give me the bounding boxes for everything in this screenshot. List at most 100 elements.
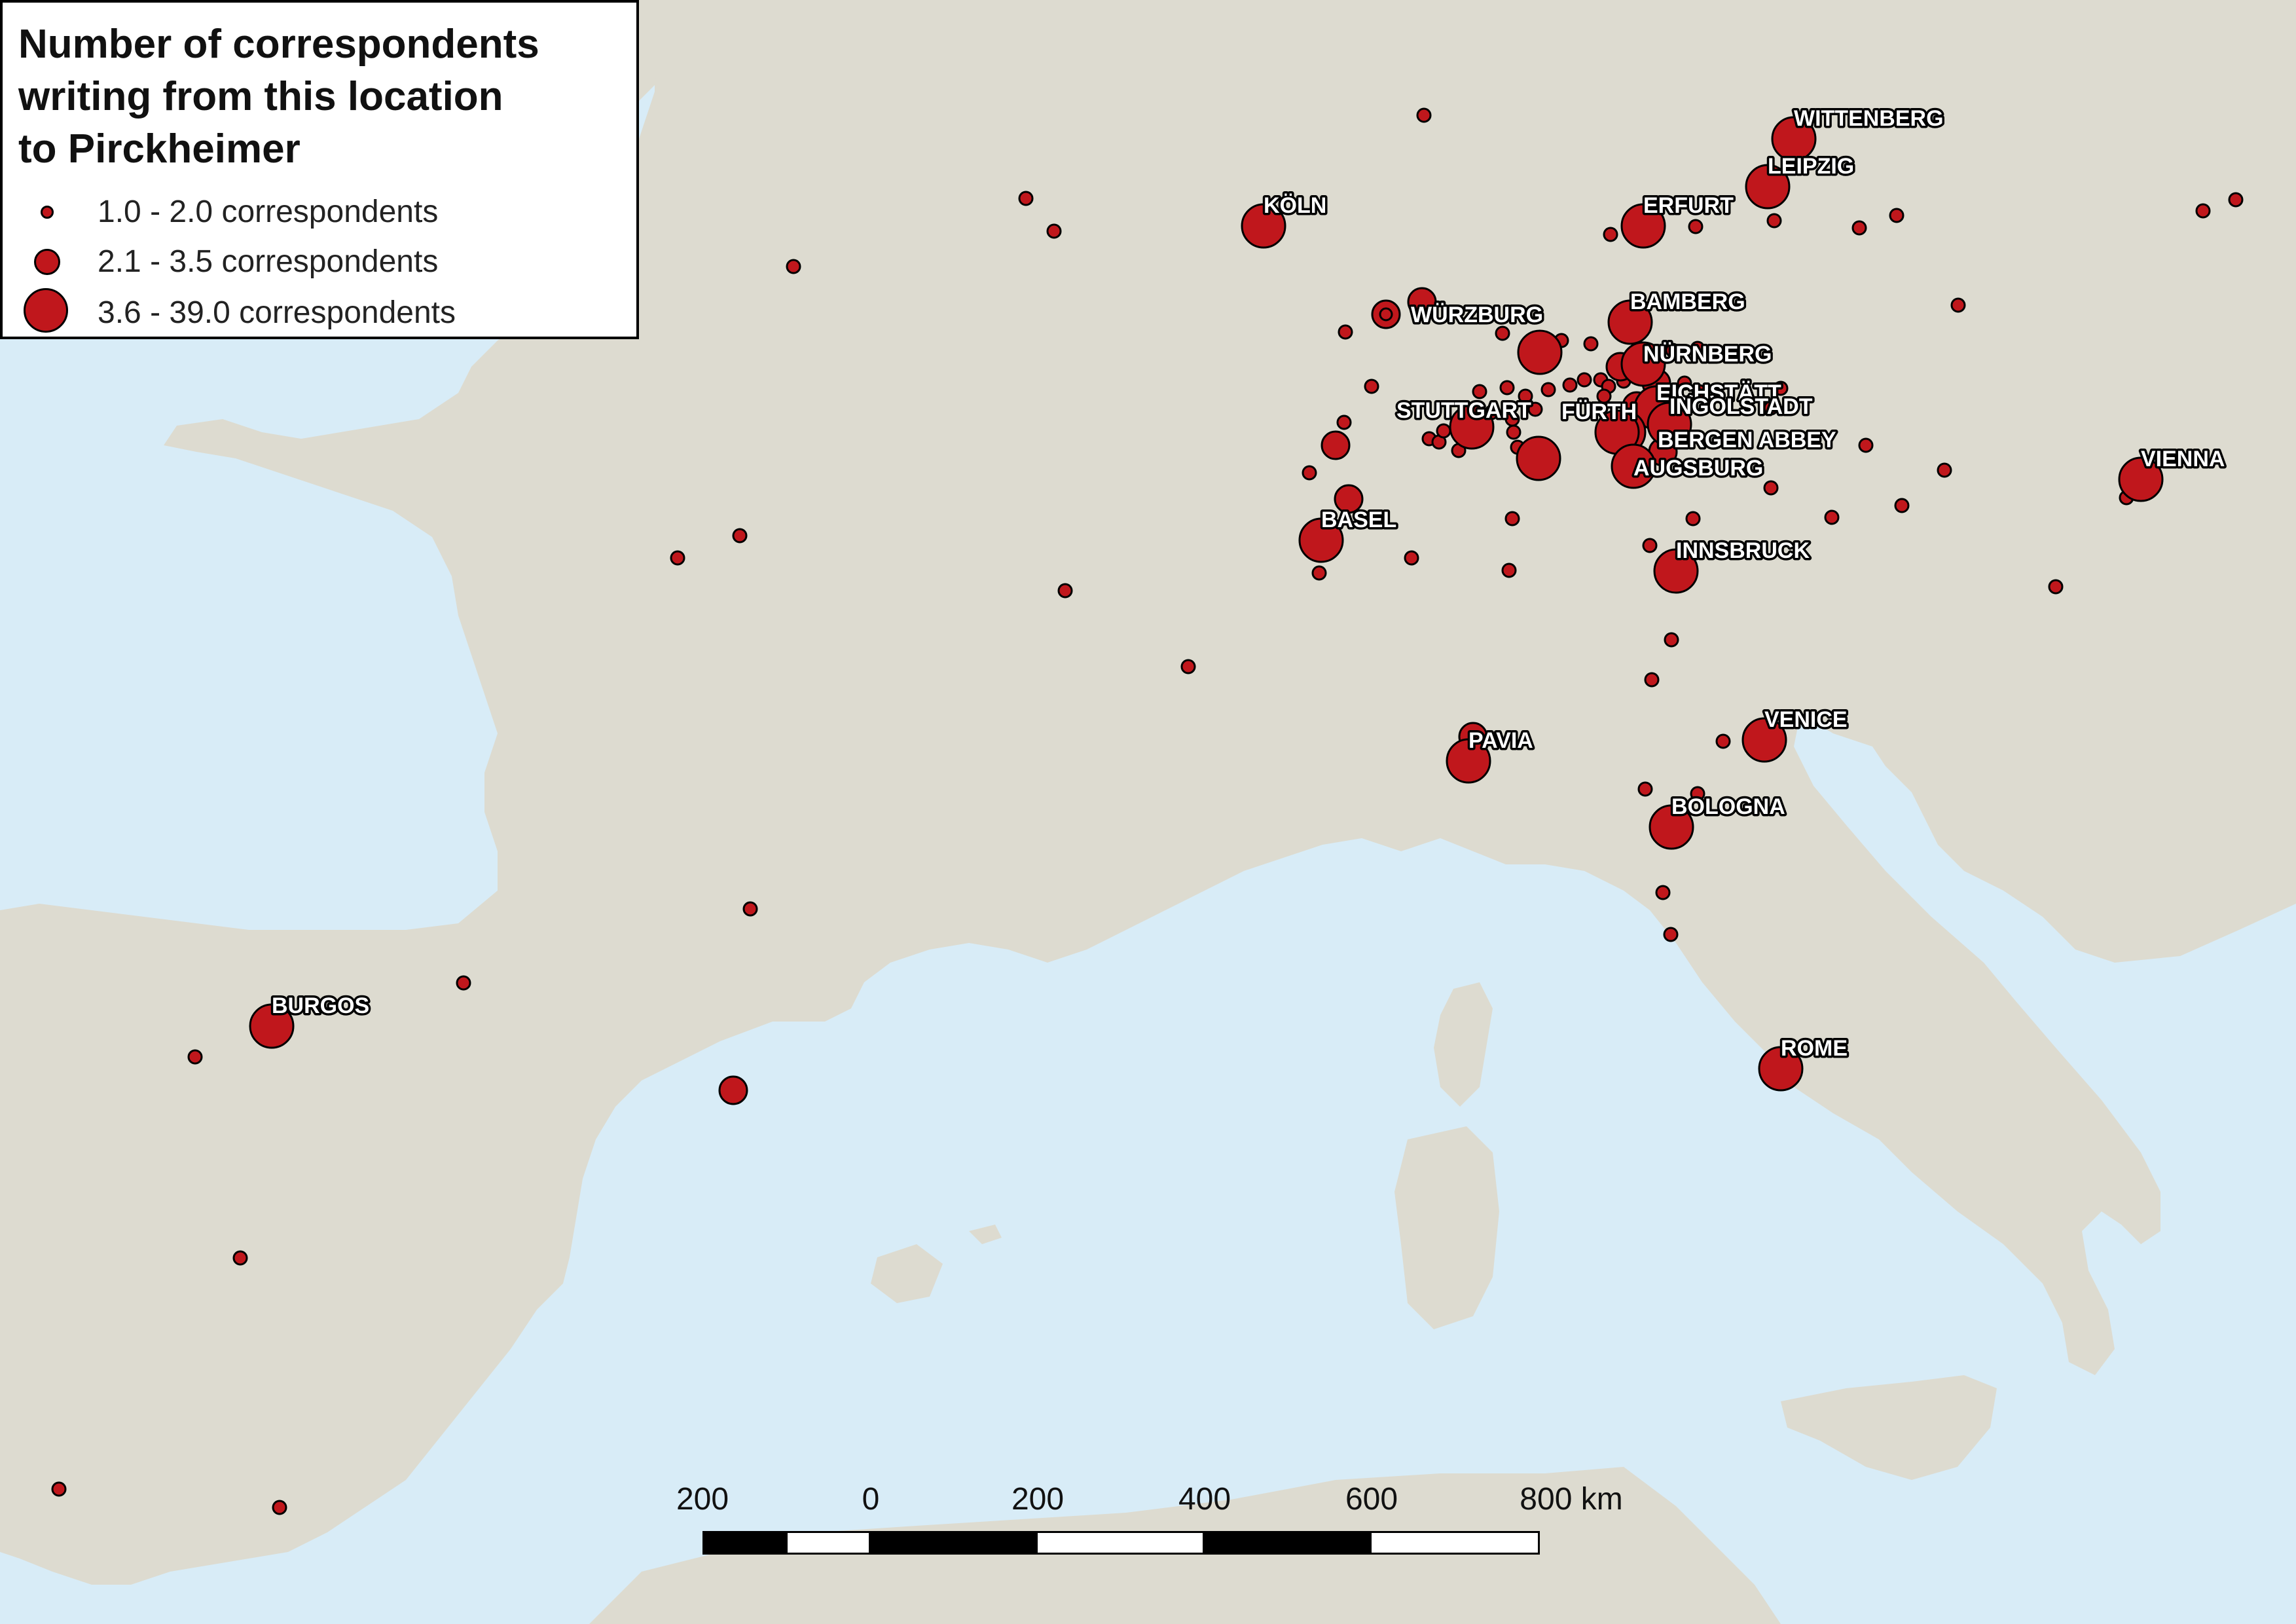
scale-label: 0 bbox=[862, 1482, 880, 1517]
city-marker-small[interactable] bbox=[742, 901, 758, 917]
city-marker-large[interactable] bbox=[1516, 435, 1561, 481]
city-marker-small[interactable] bbox=[786, 259, 801, 274]
city-marker-köln[interactable] bbox=[1241, 203, 1286, 249]
city-marker-small[interactable] bbox=[1690, 341, 1705, 356]
city-label: EICHSTÄTT bbox=[1656, 380, 1781, 405]
city-marker-small[interactable] bbox=[1663, 927, 1679, 942]
city-marker-burgos[interactable] bbox=[249, 1003, 295, 1049]
city-marker-innsbruck[interactable] bbox=[1653, 548, 1699, 594]
city-marker-small[interactable] bbox=[1824, 509, 1840, 525]
city-marker-small[interactable] bbox=[1583, 336, 1599, 352]
city-marker-small[interactable] bbox=[1677, 375, 1692, 391]
city-marker-small[interactable] bbox=[1562, 377, 1578, 393]
city-marker-small[interactable] bbox=[1501, 563, 1517, 578]
city-marker-small[interactable] bbox=[1763, 400, 1779, 416]
city-marker-small[interactable] bbox=[51, 1481, 67, 1497]
city-marker-small[interactable] bbox=[1642, 538, 1658, 553]
city-marker-small[interactable] bbox=[1364, 378, 1379, 394]
city-marker-small[interactable] bbox=[456, 975, 471, 991]
city-label: PAVIA bbox=[1468, 728, 1533, 753]
city-marker-small[interactable] bbox=[2195, 203, 2211, 219]
city-marker-small[interactable] bbox=[1644, 672, 1660, 688]
city-marker-small[interactable] bbox=[1518, 388, 1533, 404]
city-marker-wittenberg[interactable] bbox=[1771, 116, 1817, 162]
city-marker-medium[interactable] bbox=[1321, 430, 1351, 460]
city-marker-small[interactable] bbox=[187, 1049, 203, 1065]
city-marker-small[interactable] bbox=[1766, 213, 1782, 229]
city-marker-small[interactable] bbox=[1637, 781, 1653, 797]
city-marker-small[interactable] bbox=[1950, 297, 1966, 313]
city-marker-augsburg[interactable] bbox=[1611, 443, 1656, 489]
city-marker-small[interactable] bbox=[272, 1500, 287, 1515]
city-marker-small[interactable] bbox=[1685, 511, 1701, 526]
city-marker-pavia[interactable] bbox=[1446, 738, 1491, 784]
city-marker-nürnberg[interactable] bbox=[1620, 341, 1666, 387]
city-marker-small[interactable] bbox=[1665, 342, 1681, 358]
city-marker-ingolstadt[interactable] bbox=[1647, 401, 1692, 447]
city-marker-small[interactable] bbox=[1057, 583, 1073, 599]
city-marker-small[interactable] bbox=[1472, 384, 1487, 399]
city-marker-bamberg[interactable] bbox=[1607, 299, 1653, 345]
city-marker-small[interactable] bbox=[1046, 223, 1062, 239]
city-marker-small[interactable] bbox=[1603, 227, 1618, 242]
city-marker-small[interactable] bbox=[1504, 511, 1520, 526]
city-marker-small[interactable] bbox=[1495, 325, 1510, 341]
city-marker-small[interactable] bbox=[1404, 550, 1419, 566]
legend-title: Number of correspondents writing from th… bbox=[18, 18, 634, 175]
city-marker-small[interactable] bbox=[1336, 415, 1352, 430]
city-marker-small[interactable] bbox=[1937, 462, 1952, 478]
city-marker-small[interactable] bbox=[1302, 465, 1317, 481]
city-marker-small[interactable] bbox=[1715, 733, 1731, 749]
city-marker-small[interactable] bbox=[1416, 107, 1432, 123]
city-marker-small[interactable] bbox=[1576, 372, 1592, 388]
city-marker-small[interactable] bbox=[1691, 384, 1707, 399]
scale-segment bbox=[1036, 1531, 1205, 1555]
city-marker-stuttgart[interactable] bbox=[1449, 404, 1495, 450]
city-marker-small[interactable] bbox=[1773, 380, 1789, 396]
city-label: WÜRZBURG bbox=[1411, 303, 1543, 327]
city-marker-small[interactable] bbox=[1436, 423, 1451, 439]
city-marker-small[interactable] bbox=[1894, 498, 1910, 513]
city-marker-small[interactable] bbox=[1688, 219, 1704, 234]
city-label: BAMBERG bbox=[1630, 289, 1745, 314]
city-marker-leipzig[interactable] bbox=[1745, 164, 1791, 210]
city-marker-small[interactable] bbox=[1338, 324, 1353, 340]
city-marker-venice[interactable] bbox=[1741, 717, 1787, 763]
city-marker-small[interactable] bbox=[1499, 380, 1515, 396]
marker-ring bbox=[1379, 307, 1393, 322]
city-marker-small[interactable] bbox=[1851, 220, 1867, 236]
city-marker-medium[interactable] bbox=[1334, 484, 1364, 514]
city-marker-vienna[interactable] bbox=[2118, 456, 2164, 502]
city-marker-small[interactable] bbox=[670, 550, 685, 566]
city-marker-basel[interactable] bbox=[1298, 517, 1344, 563]
city-marker-small[interactable] bbox=[1889, 208, 1904, 223]
city-marker-small[interactable] bbox=[1540, 382, 1556, 397]
city-marker-würzburg[interactable] bbox=[1371, 299, 1401, 329]
city-marker-erfurt[interactable] bbox=[1620, 203, 1666, 249]
legend-label: 3.6 - 39.0 correspondents bbox=[98, 295, 456, 330]
city-marker-small[interactable] bbox=[1655, 885, 1671, 900]
city-marker-small[interactable] bbox=[1664, 632, 1679, 648]
city-marker-small[interactable] bbox=[1690, 786, 1705, 802]
city-marker-small[interactable] bbox=[1506, 424, 1522, 440]
city-marker-rome[interactable] bbox=[1758, 1046, 1804, 1092]
city-marker-small[interactable] bbox=[232, 1250, 248, 1266]
city-marker-small[interactable] bbox=[1596, 388, 1612, 404]
city-marker-medium[interactable] bbox=[1407, 287, 1437, 317]
city-marker-small[interactable] bbox=[1311, 565, 1327, 581]
city-marker-small[interactable] bbox=[2228, 192, 2244, 208]
city-label: ERFURT bbox=[1643, 193, 1734, 218]
city-marker-small[interactable] bbox=[1527, 401, 1543, 417]
city-marker-bologna[interactable] bbox=[1649, 804, 1694, 850]
land-sicily bbox=[1781, 1375, 1997, 1480]
city-marker-small[interactable] bbox=[1763, 480, 1779, 496]
city-marker-small[interactable] bbox=[1858, 437, 1874, 453]
city-marker-small[interactable] bbox=[1180, 659, 1196, 674]
city-marker-small[interactable] bbox=[732, 528, 748, 544]
city-label: KÖLN bbox=[1264, 193, 1326, 218]
city-marker-medium[interactable] bbox=[718, 1075, 748, 1105]
city-marker-large[interactable] bbox=[1517, 329, 1563, 375]
city-marker-small[interactable] bbox=[2048, 579, 2064, 595]
city-marker-small[interactable] bbox=[1018, 191, 1034, 206]
scale-label: 200 bbox=[676, 1482, 729, 1517]
